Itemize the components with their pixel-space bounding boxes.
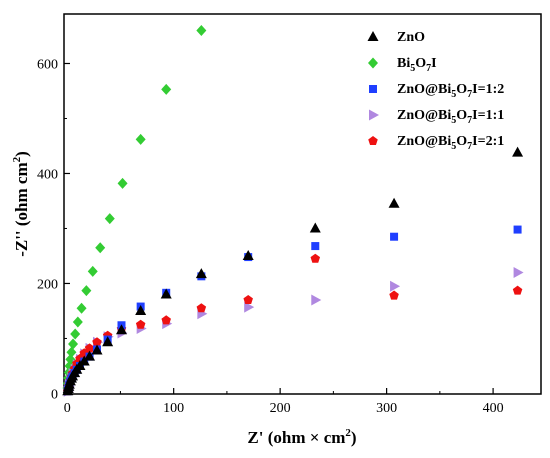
legend-label: Bi5O7I [397, 56, 437, 74]
x-tick-label: 300 [376, 401, 397, 416]
data-point [195, 268, 207, 279]
y-axis-title: -Z'' (ohm cm2) [11, 151, 31, 257]
legend: ZnO Bi5O7I ZnO@Bi5O7I=1:2 ZnO@Bi5O7I=1:1 ZnO… [367, 30, 504, 152]
data-point [102, 336, 114, 347]
data-point [84, 343, 95, 353]
data-point [513, 266, 524, 278]
data-point [70, 328, 81, 340]
data-points [62, 25, 524, 397]
data-point [116, 324, 127, 335]
series-bi5o7i [62, 25, 207, 394]
legend-marker [369, 109, 379, 121]
data-point [84, 350, 96, 361]
y-tick-label: 0 [51, 387, 58, 402]
series-zno [62, 146, 524, 396]
data-point [117, 177, 128, 189]
data-point [135, 133, 146, 145]
data-point [390, 280, 401, 292]
data-point [311, 242, 320, 251]
data-point [243, 294, 253, 305]
y-tick-label: 600 [37, 57, 58, 72]
legend-item: ZnO@Bi5O7I=1:2 [369, 82, 504, 100]
series-zno-bi5o7i-1-1 [63, 266, 524, 397]
data-point [66, 346, 77, 358]
data-point [196, 25, 207, 36]
data-point [161, 83, 172, 95]
data-point [92, 337, 102, 347]
data-point [104, 213, 115, 225]
data-point [512, 146, 524, 157]
data-point [76, 302, 87, 314]
legend-marker [367, 31, 379, 41]
data-point [87, 265, 98, 277]
data-point [160, 288, 172, 299]
y-axis-ticks: 0 200 400 600 [37, 57, 70, 402]
x-axis-ticks: 0 100 200 300 400 [64, 388, 504, 416]
data-point [95, 242, 106, 254]
series-zno-bi5o7i-2-1 [62, 253, 523, 396]
series-zno-bi5o7i-1-2 [63, 225, 522, 396]
data-point [512, 285, 523, 295]
legend-label: ZnO@Bi5O7I=1:2 [397, 82, 504, 100]
data-point [311, 294, 322, 306]
data-point [161, 315, 171, 325]
data-point [389, 290, 399, 300]
x-tick-label: 200 [270, 401, 291, 416]
data-point [135, 304, 147, 315]
legend-item: ZnO@Bi5O7I=1:1 [369, 108, 504, 126]
legend-label: ZnO@Bi5O7I=1:1 [397, 108, 504, 126]
x-tick-label: 400 [483, 401, 504, 416]
data-point [309, 222, 321, 233]
data-point [242, 249, 254, 260]
legend-item: ZnO@Bi5O7I=2:1 [368, 134, 504, 152]
y-tick-label: 200 [37, 277, 58, 292]
legend-marker [368, 136, 378, 146]
data-point [81, 285, 92, 297]
data-point [68, 338, 79, 350]
x-tick-label: 100 [163, 401, 184, 416]
legend-label: ZnO [397, 30, 425, 45]
legend-item: ZnO [367, 30, 425, 45]
legend-label: ZnO@Bi5O7I=2:1 [397, 134, 504, 152]
data-point [513, 225, 522, 234]
legend-marker [368, 57, 378, 69]
data-point [310, 253, 321, 263]
data-point [72, 316, 83, 328]
plot-frame [63, 13, 542, 395]
data-point [135, 319, 146, 329]
x-axis-title: Z' (ohm × cm2) [247, 427, 356, 447]
legend-marker [369, 85, 377, 93]
legend-item: Bi5O7I [368, 56, 437, 74]
data-point [390, 232, 399, 241]
data-point [244, 301, 255, 313]
y-tick-label: 400 [37, 167, 58, 182]
data-point [388, 197, 400, 208]
x-tick-label: 0 [64, 401, 71, 416]
data-point [196, 303, 207, 313]
data-point [91, 344, 103, 355]
